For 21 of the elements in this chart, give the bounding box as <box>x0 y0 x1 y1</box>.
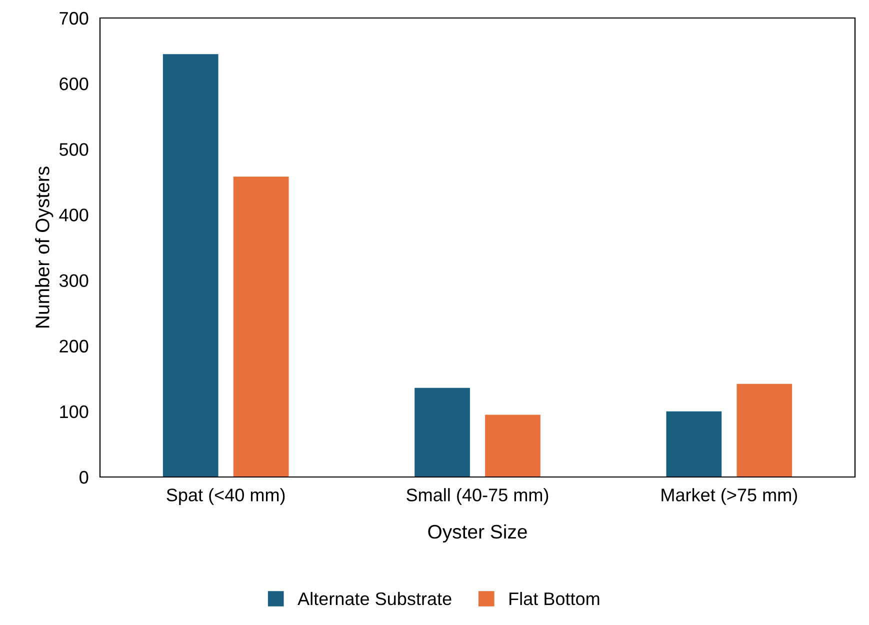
y-tick-label: 0 <box>80 470 88 484</box>
y-tick-label: 600 <box>60 78 88 90</box>
legend-label: Flat Bottom <box>510 592 600 606</box>
bar <box>414 388 470 477</box>
y-tick-label: 200 <box>60 340 88 353</box>
y-tick-label: 100 <box>60 405 88 418</box>
y-tick-label: 300 <box>59 274 88 288</box>
y-axis-title: Number of Oysters <box>35 166 54 328</box>
y-tick-label: 500 <box>59 143 88 156</box>
legend-label: Alternate Substrate <box>298 592 452 606</box>
bar <box>666 411 722 477</box>
bar <box>162 54 218 477</box>
y-tick-label: 400 <box>59 208 88 222</box>
bar <box>736 384 792 477</box>
bar <box>233 176 289 477</box>
x-axis-title: Oyster Size <box>428 524 527 543</box>
x-tick-label: Spat (<40 mm) <box>166 488 285 505</box>
x-tick-label: Small (40-75 mm) <box>406 488 548 505</box>
y-tick-label: 700 <box>60 12 88 25</box>
x-tick-label: Market (>75 mm) <box>662 488 798 505</box>
bar <box>485 414 540 477</box>
